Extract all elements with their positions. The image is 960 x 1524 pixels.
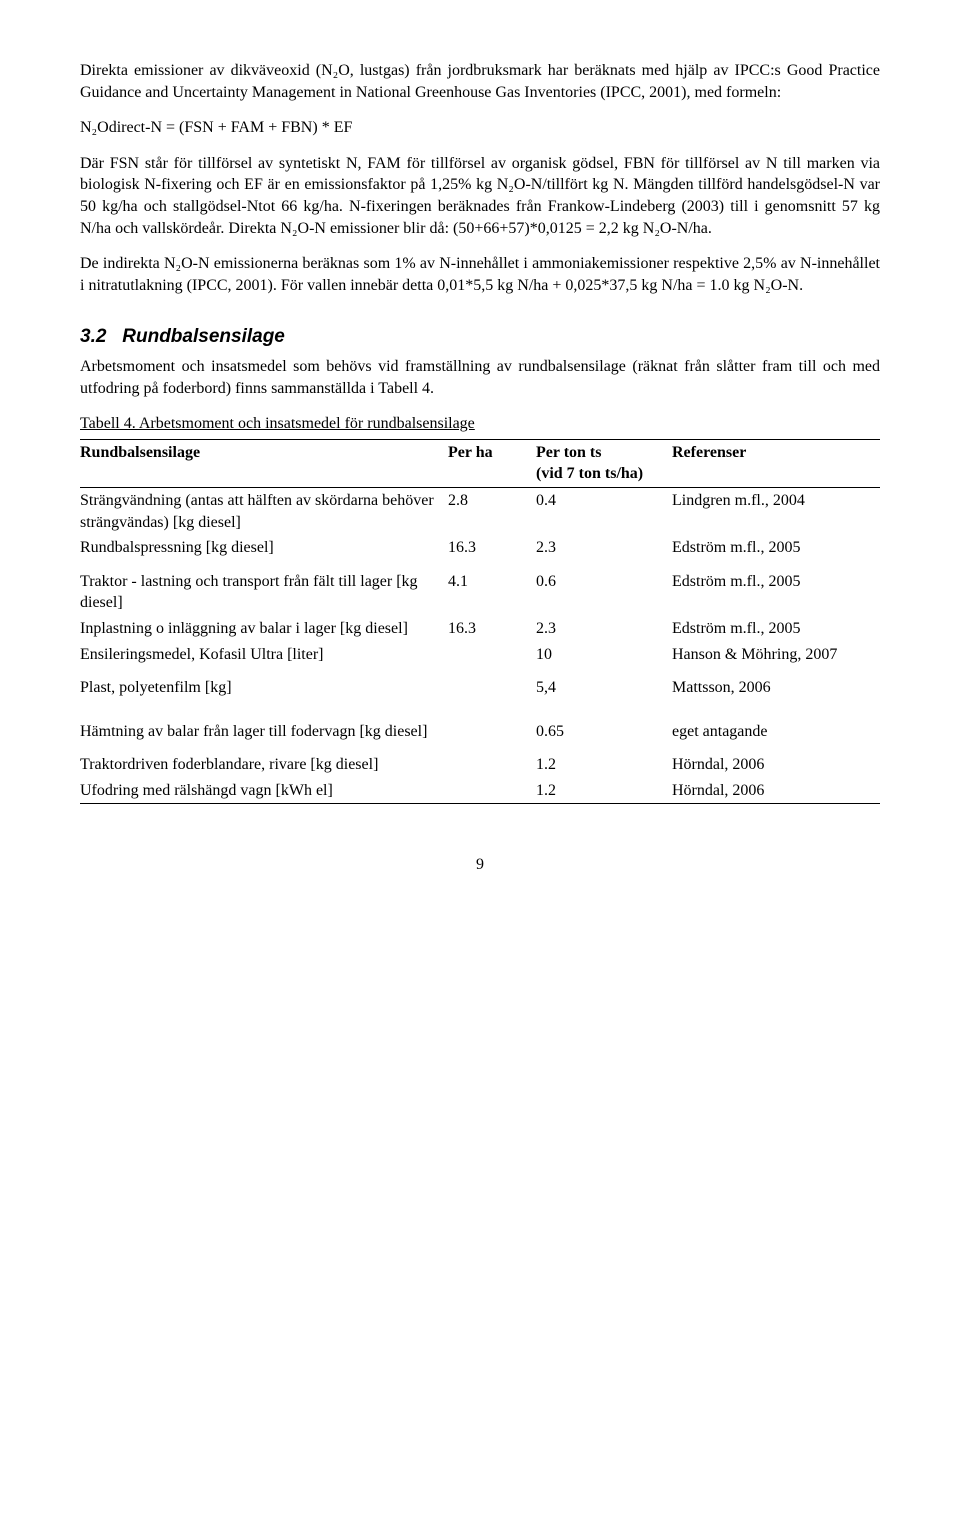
table-caption: Tabell 4. Arbetsmoment och insatsmedel f… [80, 413, 880, 435]
table-row: Strängvändning (antas att hälften av skö… [80, 487, 880, 535]
table-row: Inplastning o inläggning av balar i lage… [80, 616, 880, 642]
paragraph-2: Där FSN står för tillförsel av syntetisk… [80, 153, 880, 239]
table-row: Traktordriven foderblandare, rivare [kg … [80, 744, 880, 778]
table-row: Traktor - lastning och transport från fä… [80, 561, 880, 616]
page-number: 9 [80, 854, 880, 876]
table-header: Per ton ts(vid 7 ton ts/ha) [536, 439, 672, 487]
table-row: Rundbalspressning [kg diesel]16.32.3Edst… [80, 535, 880, 561]
table-header: Referenser [672, 439, 880, 487]
section-title: Rundbalsensilage [122, 326, 285, 347]
table-header: Per ha [448, 439, 536, 487]
table-row: Ufodring med rälshängd vagn [kWh el]1.2H… [80, 778, 880, 804]
table-row: Plast, polyetenfilm [kg]5,4Mattsson, 200… [80, 667, 880, 701]
section-heading: 3.2 Rundbalsensilage [80, 324, 880, 350]
paragraph-1: Direkta emissioner av dikväveoxid (N₂O, … [80, 60, 880, 103]
formula: N₂Odirect-N = (FSN + FAM + FBN) * EF [80, 117, 880, 139]
table-row: Ensileringsmedel, Kofasil Ultra [liter]1… [80, 642, 880, 668]
table-rundbalsensilage: Rundbalsensilage Per ha Per ton ts(vid 7… [80, 439, 880, 805]
paragraph-4: Arbetsmoment och insatsmedel som behövs … [80, 356, 880, 399]
table-row: Hämtning av balar från lager till foderv… [80, 701, 880, 745]
section-number: 3.2 [80, 326, 106, 347]
table-header: Rundbalsensilage [80, 439, 448, 487]
paragraph-3: De indirekta N₂O-N emissionerna beräknas… [80, 253, 880, 296]
